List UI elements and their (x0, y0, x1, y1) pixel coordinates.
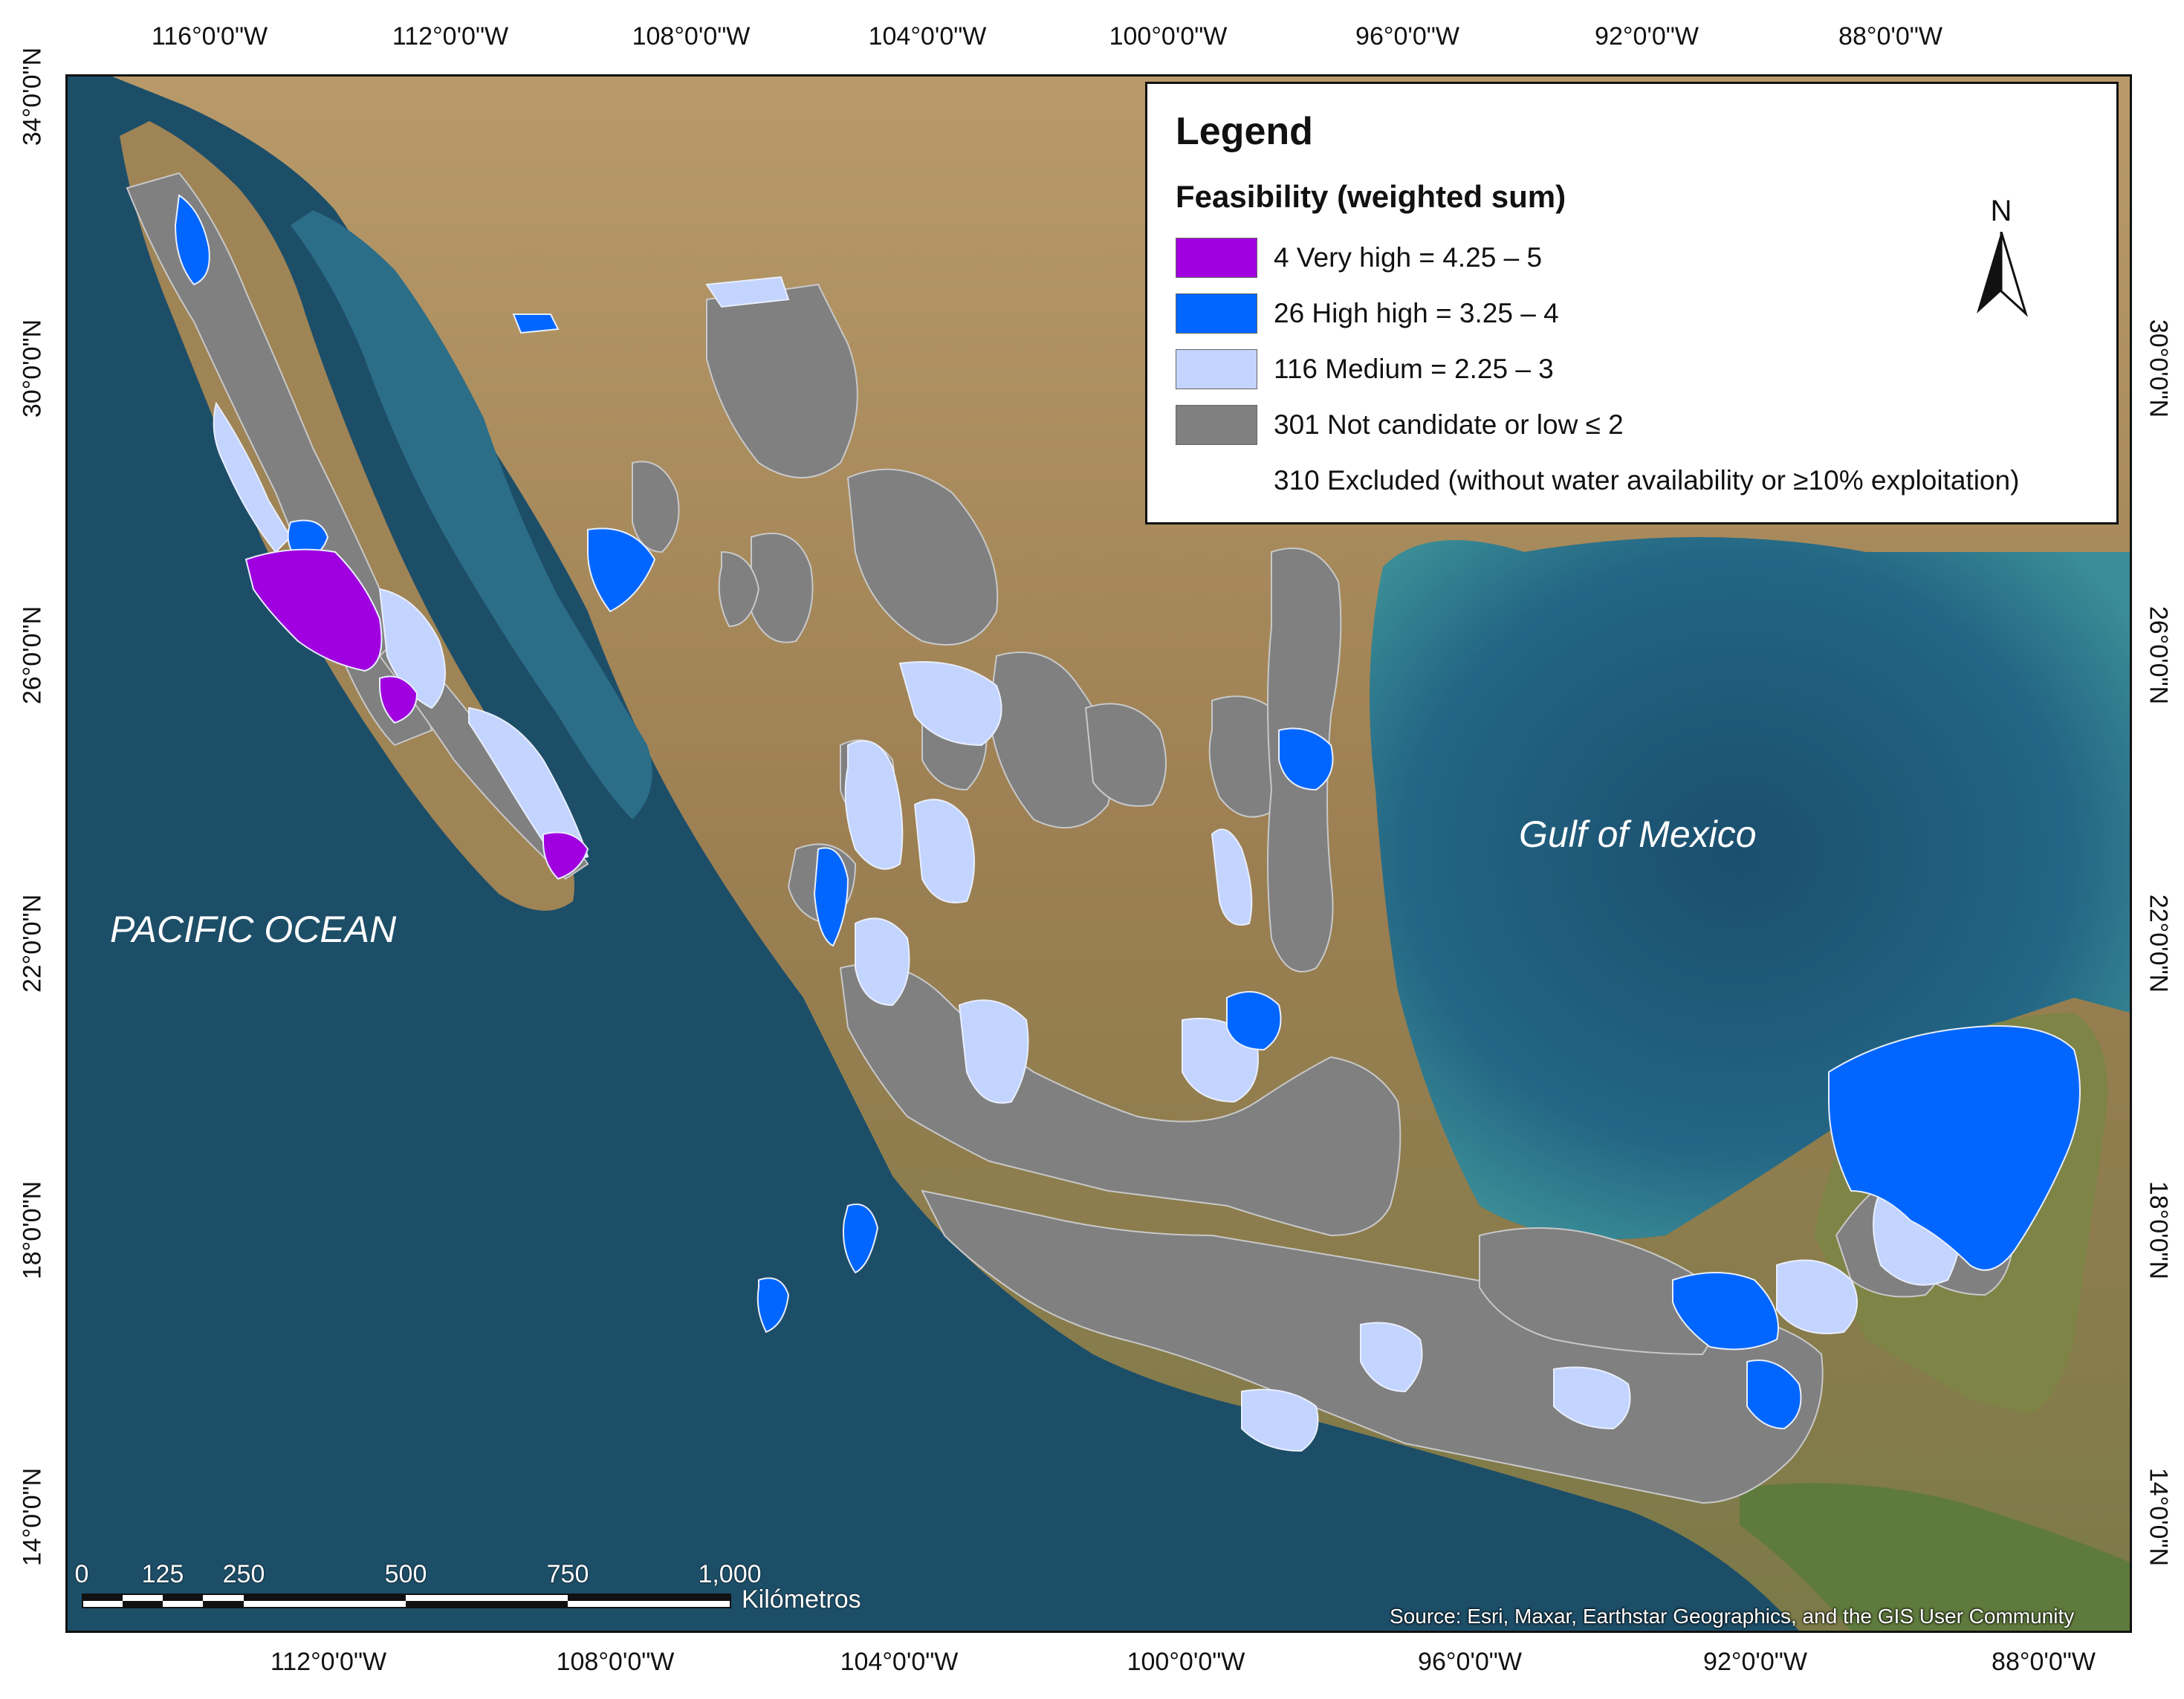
legend-item-very-high: 4 Very high = 4.25 – 5 (1176, 237, 1542, 279)
tick-top-116w: 116°0'0"W (151, 22, 268, 51)
legend-subtitle: Feasibility (weighted sum) (1176, 179, 1566, 214)
legend-item-medium: 116 Medium = 2.25 – 3 (1176, 348, 1554, 390)
tick-top-112w: 112°0'0"W (392, 22, 509, 51)
high-feasibility-polygons (174, 194, 2081, 1430)
pacific-ocean-label: PACIFIC OCEAN (110, 909, 397, 950)
scale-bar: 0 125 250 500 750 1,000 Kilómetros (75, 1560, 861, 1620)
tick-bottom-112w: 112°0'0"W (270, 1648, 387, 1676)
tick-left-34n: 34°0'0"N (18, 47, 47, 146)
scale-tick-750: 750 (546, 1560, 589, 1588)
tick-left-22n: 22°0'0"N (18, 894, 47, 993)
tick-bottom-108w: 108°0'0"W (556, 1648, 675, 1676)
scale-tick-1000: 1,000 (698, 1560, 762, 1588)
tick-top-104w: 104°0'0"W (868, 22, 987, 51)
legend-item-high: 26 High high = 3.25 – 4 (1176, 293, 1559, 334)
tick-bottom-100w: 100°0'0"W (1127, 1648, 1245, 1676)
tick-right-30n: 30°0'0"N (2144, 319, 2173, 418)
tick-top-88w: 88°0'0"W (1838, 22, 1942, 51)
legend-panel: Legend Feasibility (weighted sum) 4 Very… (1145, 82, 2119, 524)
scale-tick-0: 0 (74, 1560, 89, 1588)
tick-top-96w: 96°0'0"W (1355, 22, 1459, 51)
tick-left-18n: 18°0'0"N (18, 1180, 47, 1280)
legend-item-low: 301 Not candidate or low ≤ 2 (1176, 404, 1624, 446)
tick-top-108w: 108°0'0"W (632, 22, 751, 51)
tick-right-14n: 14°0'0"N (2144, 1467, 2173, 1567)
tick-left-14n: 14°0'0"N (18, 1467, 47, 1567)
north-arrow-icon (1977, 232, 2028, 317)
tick-left-30n: 30°0'0"N (18, 319, 47, 418)
medium-feasibility-polygons (213, 276, 1962, 1452)
central-america-land (1740, 1483, 2130, 1631)
tick-left-26n: 26°0'0"N (18, 605, 47, 705)
legend-swatch-very-high (1176, 238, 1257, 278)
north-letter: N (1990, 195, 2012, 227)
legend-swatch-excluded (1176, 461, 1257, 501)
scale-unit-label: Kilómetros (742, 1585, 861, 1614)
tick-bottom-88w: 88°0'0"W (1992, 1648, 2096, 1676)
legend-swatch-low (1176, 405, 1257, 445)
legend-swatch-high (1176, 293, 1257, 334)
legend-label-high: 26 High high = 3.25 – 4 (1274, 298, 1559, 328)
scale-tick-500: 500 (384, 1560, 427, 1588)
north-arrow: N (1968, 195, 2035, 321)
legend-swatch-medium (1176, 349, 1257, 389)
legend-item-excluded: 310 Excluded (without water availability… (1176, 460, 2019, 501)
tick-right-26n: 26°0'0"N (2144, 605, 2173, 705)
legend-label-medium: 116 Medium = 2.25 – 3 (1274, 354, 1554, 384)
gulf-of-california-area (291, 210, 652, 819)
tick-top-100w: 100°0'0"W (1109, 22, 1228, 51)
tick-right-18n: 18°0'0"N (2144, 1180, 2173, 1280)
feasibility-polygons (126, 172, 2081, 1504)
legend-label-low: 301 Not candidate or low ≤ 2 (1274, 409, 1624, 440)
tick-bottom-104w: 104°0'0"W (840, 1648, 959, 1676)
legend-label-very-high: 4 Very high = 4.25 – 5 (1274, 242, 1543, 273)
source-credit: Source: Esri, Maxar, Earthstar Geographi… (1390, 1605, 2075, 1628)
scale-tick-125: 125 (141, 1560, 184, 1588)
legend-title: Legend (1176, 110, 1313, 153)
tick-bottom-92w: 92°0'0"W (1703, 1648, 1807, 1676)
tick-bottom-96w: 96°0'0"W (1418, 1648, 1522, 1676)
scale-bar-graphic (82, 1594, 731, 1608)
scale-tick-250: 250 (222, 1560, 265, 1588)
very-high-feasibility-polygons (244, 548, 589, 880)
legend-label-excluded: 310 Excluded (without water availability… (1274, 465, 2020, 496)
tick-right-22n: 22°0'0"N (2144, 894, 2173, 993)
gulf-of-mexico-label: Gulf of Mexico (1519, 813, 1757, 855)
tick-top-92w: 92°0'0"W (1595, 22, 1699, 51)
